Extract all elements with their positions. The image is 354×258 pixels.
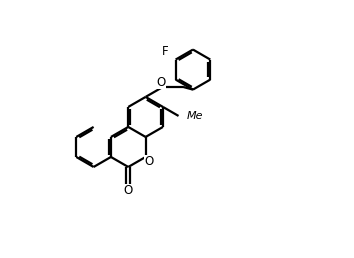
Text: O: O — [124, 184, 133, 197]
Text: O: O — [144, 155, 153, 168]
Text: Me: Me — [186, 111, 203, 121]
Text: F: F — [162, 45, 169, 58]
Text: O: O — [156, 76, 166, 89]
